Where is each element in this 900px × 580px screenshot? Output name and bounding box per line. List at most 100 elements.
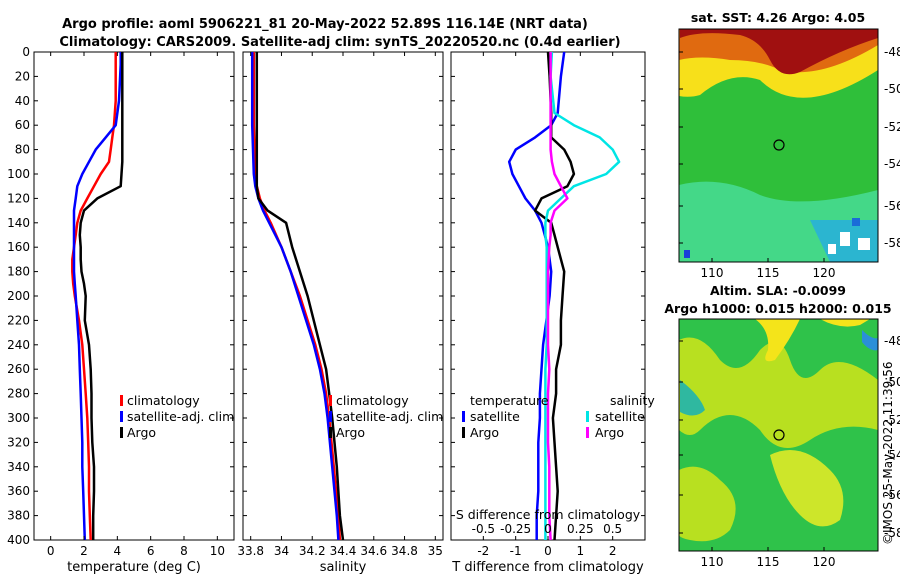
map-lon-label: 115 xyxy=(757,266,780,280)
series-line-s-satellite xyxy=(544,51,621,540)
argo-location-marker-sla xyxy=(773,429,785,441)
legend-swatch xyxy=(120,395,123,406)
title-line-2: Climatology: CARS2009. Satellite-adj cli… xyxy=(59,35,620,50)
depth-tick-label: 140 xyxy=(7,216,30,230)
x-tick-label: -1 xyxy=(510,544,522,558)
x-tick-label: 2 xyxy=(609,544,617,558)
depth-tick-label: 200 xyxy=(7,289,30,303)
sla-map xyxy=(679,319,878,551)
x-tick-label: 34.6 xyxy=(360,544,387,558)
sst-map xyxy=(679,29,878,262)
x-tick-label: 1 xyxy=(577,544,585,558)
legend-label: Argo xyxy=(336,425,365,440)
depth-tick-label: 280 xyxy=(7,387,30,401)
map-lat-label: -52 xyxy=(884,413,900,427)
s-diff-tick-label: 0.5 xyxy=(603,522,622,536)
x-tick-label: 34.8 xyxy=(391,544,418,558)
depth-tick-label: 60 xyxy=(15,118,30,132)
plot-frame-salinity xyxy=(242,51,444,541)
x-tick-label: 34.4 xyxy=(330,544,357,558)
x-tick-label: 34 xyxy=(274,544,289,558)
plot-frame-temperature xyxy=(33,51,235,541)
sst-map-title: sat. SST: 4.26 Argo: 4.05 xyxy=(691,10,865,25)
s-diff-tick-label: 0 xyxy=(544,522,552,536)
s-diff-tick-label: -0.25 xyxy=(500,522,531,536)
depth-tick-label: 300 xyxy=(7,411,30,425)
map-lon-label: 120 xyxy=(813,555,836,569)
sla-map-title-1: Altim. SLA: -0.0099 xyxy=(710,283,846,298)
series-line-argo xyxy=(255,52,345,541)
x-tick-label: 8 xyxy=(180,544,188,558)
x-tick-label: -2 xyxy=(477,544,489,558)
legend-swatch xyxy=(586,411,589,422)
map-lon-label: 110 xyxy=(701,555,724,569)
legend-label: climatology xyxy=(336,393,409,408)
x-tick-label: 10 xyxy=(210,544,225,558)
legend-swatch xyxy=(329,427,332,438)
map-lat-label: -50 xyxy=(884,375,900,389)
x-tick-label: 6 xyxy=(147,544,155,558)
map-lon-label: 120 xyxy=(813,266,836,280)
depth-tick-label: 220 xyxy=(7,313,30,327)
legend-title-salinity: salinity xyxy=(610,393,655,408)
map-lat-label: -56 xyxy=(884,488,900,502)
depth-tick-label: 0 xyxy=(22,45,30,59)
legend-swatch xyxy=(120,427,123,438)
sla-map-frame xyxy=(678,318,879,552)
depth-tick-label: 260 xyxy=(7,362,30,376)
depth-tick-label: 240 xyxy=(7,338,30,352)
series-line-s-argo xyxy=(546,52,569,541)
depth-tick-label: 320 xyxy=(7,435,30,449)
x-axis-label-salinity: salinity xyxy=(320,560,367,575)
map-lat-label: -52 xyxy=(884,120,900,134)
map-lat-label: -58 xyxy=(884,236,900,250)
map-lat-label: -50 xyxy=(884,82,900,96)
legend-swatch xyxy=(586,427,589,438)
x-tick-label: 0 xyxy=(544,544,552,558)
depth-tick-label: 360 xyxy=(7,484,30,498)
map-lat-label: -58 xyxy=(884,526,900,540)
depth-tick-label: 80 xyxy=(15,143,30,157)
depth-tick-label: 400 xyxy=(7,533,30,547)
legend-swatch xyxy=(120,411,123,422)
x-tick-label: 0 xyxy=(47,544,55,558)
depth-tick-label: 40 xyxy=(15,94,30,108)
depth-tick-label: 20 xyxy=(15,69,30,83)
depth-tick-label: 100 xyxy=(7,167,30,181)
title-line-1: Argo profile: aoml 5906221_81 20-May-202… xyxy=(62,17,588,32)
s-diff-axis-label: S difference from climatology xyxy=(456,507,641,522)
x-tick-label: 33.8 xyxy=(237,544,264,558)
x-tick-label: 4 xyxy=(114,544,122,558)
depth-tick-label: 120 xyxy=(7,191,30,205)
argo-location-marker-sst xyxy=(773,139,785,151)
x-axis-label-difference: T difference from climatology xyxy=(451,560,644,575)
series-line-satellite-adj-clim xyxy=(72,52,122,541)
series-line-satellite-adj-clim xyxy=(250,52,340,541)
x-tick-label: 34.2 xyxy=(299,544,326,558)
map-lon-label: 115 xyxy=(757,555,780,569)
map-lat-label: -56 xyxy=(884,199,900,213)
legend-swatch xyxy=(329,411,332,422)
depth-tick-label: 340 xyxy=(7,460,30,474)
s-diff-tick-label: -0.5 xyxy=(472,522,495,536)
legend-label: satellite-adj. clim xyxy=(336,409,443,424)
series-line-climatology xyxy=(252,52,342,541)
sla-map-title-2: Argo h1000: 0.015 h2000: 0.015 xyxy=(664,301,891,316)
series-line-argo xyxy=(78,52,124,540)
legend-swatch xyxy=(462,411,465,422)
s-diff-tick-label: 0.25 xyxy=(567,522,594,536)
map-lon-label: 110 xyxy=(701,266,724,280)
depth-tick-label: 180 xyxy=(7,265,30,279)
map-lat-label: -48 xyxy=(884,45,900,59)
legend-label: climatology xyxy=(127,393,200,408)
map-lat-label: -48 xyxy=(884,334,900,348)
map-lat-label: -54 xyxy=(884,157,900,171)
legend-label: satellite xyxy=(470,409,520,424)
legend-label: Argo xyxy=(470,425,499,440)
sst-map-frame xyxy=(678,28,879,263)
map-lat-label: -54 xyxy=(884,448,900,462)
legend-label: Argo xyxy=(595,425,624,440)
x-axis-label-temperature: temperature (deg C) xyxy=(67,560,201,575)
legend-swatch xyxy=(329,395,332,406)
